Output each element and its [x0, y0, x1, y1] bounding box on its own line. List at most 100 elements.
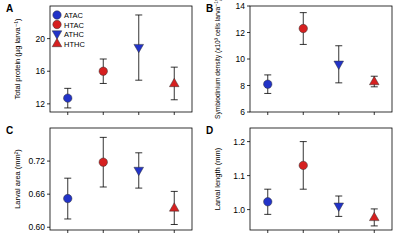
y-tick	[47, 38, 50, 39]
y-axis-title: Symbiodinium density (x10³ cells larva⁻¹…	[213, 0, 222, 119]
point	[299, 161, 307, 169]
y-tick-label: 20	[36, 34, 46, 44]
y-tick-label: 12	[236, 28, 246, 38]
x-tick	[67, 230, 68, 233]
y-tick	[47, 103, 50, 104]
error-bar-cap	[264, 93, 271, 94]
error-bar	[100, 59, 107, 83]
error-bar-cap	[171, 99, 178, 100]
error-bar-cap	[371, 208, 378, 209]
y-tick-label: 0.66	[28, 189, 45, 199]
y-tick-label: 1.0	[233, 205, 245, 215]
legend-label: HTAC	[64, 21, 84, 30]
error-bar-cap	[171, 224, 178, 225]
error-bar-cap	[264, 214, 271, 215]
y-tick	[247, 209, 250, 210]
plot-frame	[50, 128, 192, 230]
error-bar-cap	[335, 196, 342, 197]
legend-label: ATAC	[64, 11, 83, 20]
error-bar-cap	[135, 80, 142, 81]
error-bar-cap	[100, 59, 107, 60]
x-tick	[138, 230, 139, 233]
data-group	[264, 142, 380, 226]
plot-frame	[50, 6, 192, 112]
error-bar-cap	[171, 67, 178, 68]
x-tick	[374, 230, 375, 233]
x-tick	[174, 112, 175, 115]
point	[334, 61, 344, 69]
error-bar-cap	[100, 137, 107, 138]
legend-label: ATHC	[64, 30, 84, 39]
error-bar-cap	[135, 152, 142, 153]
y-tick	[247, 141, 250, 142]
error-bar-cap	[335, 216, 342, 217]
x-tick	[174, 230, 175, 233]
error-bar	[264, 189, 271, 214]
data-group	[64, 15, 180, 108]
error-bar-cap	[64, 88, 71, 89]
point	[99, 67, 107, 75]
point	[64, 94, 72, 102]
x-tick	[103, 112, 104, 115]
x-tick	[303, 112, 304, 115]
plot-frame	[250, 6, 392, 112]
error-bar-cap	[371, 86, 378, 87]
figure: 12 16 20 Total protein (µg larva⁻¹)A ATACHTA…	[0, 0, 400, 238]
error-bar-cap	[335, 82, 342, 83]
point	[369, 212, 379, 220]
legend-label: HTHC	[64, 40, 85, 49]
data-group	[64, 137, 180, 224]
error-bar-cap	[371, 225, 378, 226]
point	[134, 167, 144, 175]
y-tick	[47, 194, 50, 195]
y-tick-label: 1.2	[233, 137, 245, 147]
y-tick-label: 10	[236, 54, 246, 64]
error-bar	[100, 137, 107, 187]
y-tick	[47, 227, 50, 228]
point	[64, 194, 72, 202]
y-tick	[247, 112, 250, 113]
x-tick	[338, 112, 339, 115]
error-bar-cap	[264, 189, 271, 190]
error-bar-cap	[300, 189, 307, 190]
error-bar	[300, 142, 307, 190]
legend: ATACHTACATHCHTHC	[52, 11, 85, 49]
y-tick-label: 0.60	[28, 222, 45, 232]
y-tick	[47, 71, 50, 72]
y-tick	[247, 85, 250, 86]
x-tick	[267, 112, 268, 115]
y-tick-label: 8	[240, 81, 245, 91]
point	[264, 198, 272, 206]
y-tick	[247, 6, 250, 7]
y-tick-label: 14	[236, 1, 246, 11]
plot-frame	[250, 128, 392, 230]
x-tick	[374, 112, 375, 115]
error-bar	[264, 75, 271, 94]
x-tick	[103, 230, 104, 233]
y-tick-label: 1.1	[233, 171, 245, 181]
legend-marker	[52, 38, 62, 46]
panel-label: B	[206, 3, 213, 14]
error-bar-cap	[300, 12, 307, 13]
panel-label: A	[6, 3, 13, 14]
error-bar-cap	[264, 74, 271, 75]
y-axis-title: Total protein (µg larva⁻¹)	[13, 18, 22, 100]
y-axis-title: Larval area (mm²)	[13, 149, 22, 209]
y-tick-label: 16	[36, 66, 46, 76]
y-tick	[247, 59, 250, 60]
error-bar-cap	[300, 141, 307, 142]
error-bar-cap	[135, 188, 142, 189]
x-tick	[138, 112, 139, 115]
point	[334, 203, 344, 211]
y-tick-label: 0.72	[28, 156, 45, 166]
y-tick	[247, 32, 250, 33]
x-tick	[338, 230, 339, 233]
x-tick	[67, 112, 68, 115]
x-tick	[303, 230, 304, 233]
y-tick-label: 12	[36, 99, 46, 109]
error-bar-cap	[64, 107, 71, 108]
error-bar-cap	[100, 186, 107, 187]
error-bar-cap	[300, 44, 307, 45]
legend-marker	[53, 11, 61, 19]
y-axis-title: Larval length (mm)	[213, 147, 222, 210]
